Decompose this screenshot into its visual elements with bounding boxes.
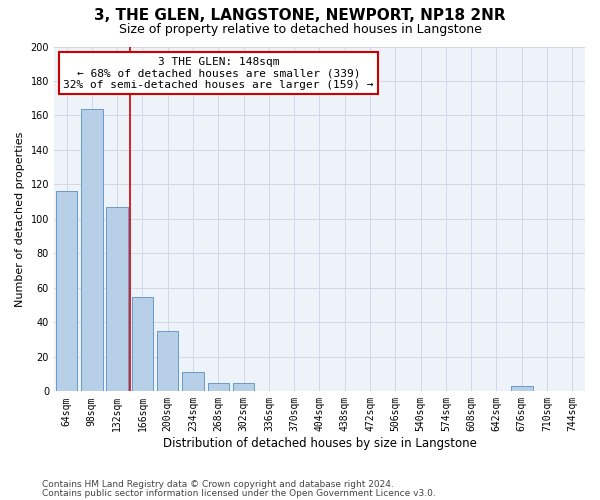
- Text: Size of property relative to detached houses in Langstone: Size of property relative to detached ho…: [119, 22, 481, 36]
- Y-axis label: Number of detached properties: Number of detached properties: [15, 131, 25, 306]
- Bar: [106, 207, 128, 392]
- X-axis label: Distribution of detached houses by size in Langstone: Distribution of detached houses by size …: [163, 437, 476, 450]
- Bar: [131, 296, 153, 392]
- Bar: [233, 382, 254, 392]
- Bar: [208, 382, 229, 392]
- Bar: [81, 108, 103, 392]
- Bar: [56, 192, 77, 392]
- Text: 3 THE GLEN: 148sqm
← 68% of detached houses are smaller (339)
32% of semi-detach: 3 THE GLEN: 148sqm ← 68% of detached hou…: [64, 57, 374, 90]
- Text: Contains public sector information licensed under the Open Government Licence v3: Contains public sector information licen…: [42, 488, 436, 498]
- Bar: [157, 331, 178, 392]
- Text: 3, THE GLEN, LANGSTONE, NEWPORT, NP18 2NR: 3, THE GLEN, LANGSTONE, NEWPORT, NP18 2N…: [94, 8, 506, 22]
- Bar: [182, 372, 204, 392]
- Bar: [511, 386, 533, 392]
- Text: Contains HM Land Registry data © Crown copyright and database right 2024.: Contains HM Land Registry data © Crown c…: [42, 480, 394, 489]
